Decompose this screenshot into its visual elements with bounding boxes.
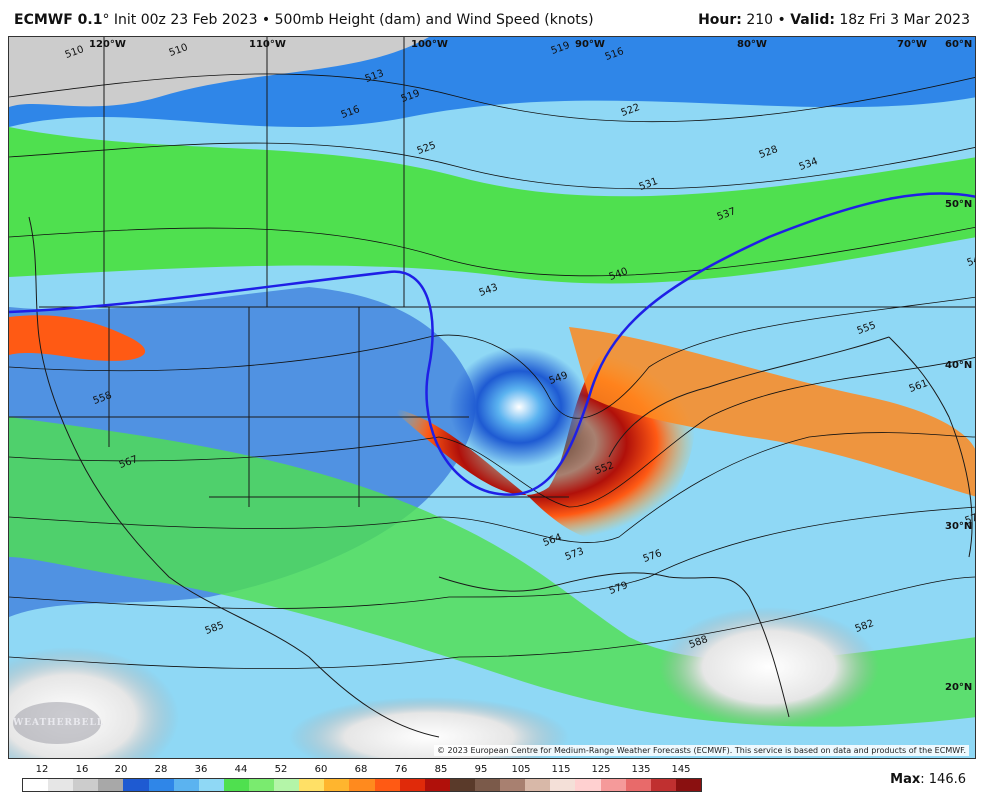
calm-region-northwest	[9, 37, 429, 107]
header: ECMWF 0.1° Init 00z 23 Feb 2023 • 500mb …	[0, 0, 984, 36]
legend-tick: 145	[671, 764, 691, 775]
lat-label: 40°N	[945, 360, 973, 371]
calm-region-mexico	[289, 697, 569, 758]
legend-tick: 20	[114, 764, 128, 775]
legend-swatch	[123, 779, 149, 791]
wind-band-south	[9, 417, 975, 727]
legend-tick: 135	[631, 764, 651, 775]
legend-tick: 60	[314, 764, 328, 775]
legend-swatch	[449, 779, 475, 791]
legend-swatch	[550, 779, 576, 791]
contour-540-line	[9, 192, 975, 496]
max-wind-readout: Max: 146.6	[890, 772, 966, 787]
legend-swatch	[600, 779, 626, 791]
degree-symbol: °	[102, 12, 110, 28]
legend-swatch	[223, 779, 249, 791]
height-contours	[9, 73, 975, 669]
lon-label: 70°W	[897, 39, 927, 50]
legend-swatch	[48, 779, 74, 791]
map-title: ECMWF 0.1° Init 00z 23 Feb 2023 • 500mb …	[14, 12, 594, 28]
legend-swatch	[575, 779, 601, 791]
lon-label: 110°W	[249, 39, 286, 50]
lon-label: 80°W	[737, 39, 767, 50]
legend-swatch	[173, 779, 199, 791]
legend-swatch	[374, 779, 400, 791]
legend-tick: 36	[194, 764, 208, 775]
legend-swatch	[299, 779, 325, 791]
legend-swatch	[424, 779, 450, 791]
map-canvas	[9, 37, 975, 758]
lon-label: 90°W	[575, 39, 605, 50]
legend-tick: 76	[394, 764, 408, 775]
hour-value: 210 •	[741, 12, 791, 28]
max-label: Max	[890, 772, 921, 787]
lat-label: 30°N	[945, 521, 973, 532]
lat-label: 50°N	[945, 199, 973, 210]
legend-tick: 16	[75, 764, 89, 775]
legend-swatch	[23, 779, 49, 791]
legend-swatch	[274, 779, 300, 791]
legend-tick: 115	[551, 764, 571, 775]
legend-swatch	[73, 779, 99, 791]
legend-color-bar	[22, 778, 702, 792]
legend-tick: 52	[274, 764, 288, 775]
weatherbell-logo: WEATHERBELL	[13, 702, 103, 744]
legend-swatch	[525, 779, 551, 791]
legend-tick: 125	[591, 764, 611, 775]
legend-swatch	[198, 779, 224, 791]
legend-swatch	[650, 779, 676, 791]
legend-tick: 12	[35, 764, 49, 775]
legend-swatch	[474, 779, 501, 791]
max-value: : 146.6	[920, 772, 966, 787]
legend-swatch	[324, 779, 350, 791]
legend-tick: 85	[434, 764, 448, 775]
hour-label: Hour:	[698, 12, 742, 28]
lat-label: 60°N	[945, 39, 973, 50]
jet-streak-northeast	[569, 327, 975, 497]
legend-tick: 105	[511, 764, 531, 775]
copyright-notice: © 2023 European Centre for Medium-Range …	[434, 745, 969, 756]
init-and-field: Init 00z 23 Feb 2023 • 500mb Height (dam…	[109, 12, 594, 28]
lon-label: 120°W	[89, 39, 126, 50]
valid-label: Valid:	[790, 12, 835, 28]
legend-ticks: 12 16 20 28 36 44 52 60 68 76 85 95 105 …	[22, 764, 702, 778]
wind-band-northern-tier	[9, 127, 975, 284]
legend-swatch	[248, 779, 275, 791]
legend-swatch	[500, 779, 526, 791]
legend-tick: 44	[234, 764, 248, 775]
weather-map[interactable]: 120°W 110°W 100°W 90°W 80°W 70°W 60°N 50…	[8, 36, 976, 759]
valid-value: 18z Fri 3 Mar 2023	[834, 12, 970, 28]
legend-tick: 95	[474, 764, 488, 775]
geography-lines	[9, 37, 975, 738]
lat-label: 20°N	[945, 682, 973, 693]
legend-swatch	[625, 779, 651, 791]
model-name: ECMWF 0.1	[14, 12, 103, 28]
legend-tick: 28	[154, 764, 168, 775]
legend-swatch	[98, 779, 124, 791]
upper-low-center	[449, 347, 589, 467]
legend-swatch	[349, 779, 375, 791]
jet-streak-west-coast	[9, 315, 146, 361]
calm-region-gulf	[659, 607, 879, 727]
lon-label: 100°W	[411, 39, 448, 50]
legend-swatch	[675, 779, 701, 791]
valid-time: Hour: 210 • Valid: 18z Fri 3 Mar 2023	[698, 12, 970, 28]
legend-swatch	[399, 779, 425, 791]
legend-swatch	[148, 779, 174, 791]
legend-tick: 68	[354, 764, 368, 775]
